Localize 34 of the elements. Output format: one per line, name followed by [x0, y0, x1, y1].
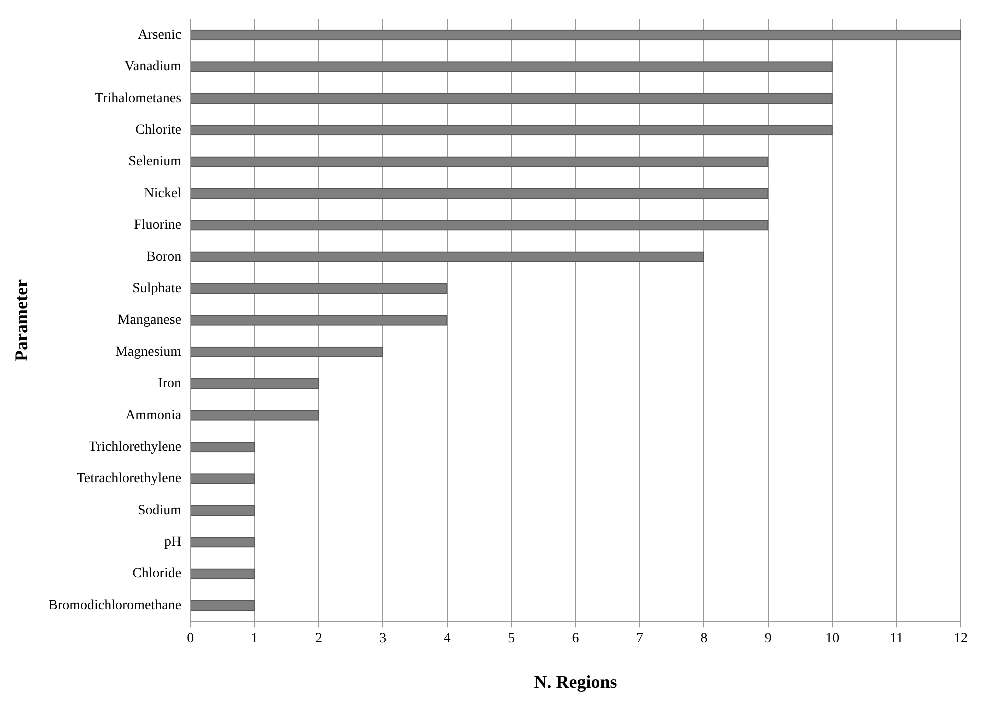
x-tick-label: 2	[315, 632, 322, 647]
y-tick-label: Selenium	[128, 154, 182, 170]
y-tick-label: Trichlorethylene	[88, 440, 182, 455]
x-tick-label: 3	[380, 632, 387, 647]
y-tick-label: Magnesium	[115, 344, 182, 360]
y-tick-label: Trihalometanes	[94, 91, 182, 106]
x-tick-label: 9	[764, 632, 772, 647]
y-tick-label: Chloride	[132, 566, 182, 582]
y-tick-label: Nickel	[144, 186, 182, 202]
x-tick-label: 1	[251, 632, 258, 647]
y-tick-label: Manganese	[118, 313, 182, 328]
y-tick-label: Tetrachlorethylene	[76, 472, 182, 487]
y-tick-label: Fluorine	[134, 218, 182, 234]
x-tick-label: 4	[444, 632, 451, 647]
x-tick-label: 0	[187, 632, 194, 647]
y-tick-label: Sodium	[138, 503, 182, 518]
y-tick-label: Bromodichloromethane	[48, 598, 182, 614]
y-axis-title: Parameter	[11, 280, 32, 362]
y-tick-label: Arsenic	[138, 28, 182, 43]
x-tick-label: 7	[636, 632, 644, 647]
y-tick-label: Vanadium	[124, 60, 182, 75]
x-tick-label: 8	[700, 632, 708, 647]
y-tick-label: Sulphate	[132, 281, 182, 296]
y-tick-label: Ammonia	[126, 408, 182, 424]
x-tick-label: 12	[954, 632, 968, 647]
y-tick-label: Iron	[158, 376, 182, 392]
x-tick-label: 11	[890, 632, 904, 647]
x-tick-label: 6	[572, 632, 580, 647]
y-tick-label: Chlorite	[136, 123, 182, 138]
x-tick-label: 5	[508, 632, 516, 647]
x-tick-label: 10	[826, 632, 840, 647]
x-axis-title: N. Regions	[534, 672, 618, 692]
y-tick-label: pH	[164, 535, 182, 550]
y-tick-label: Boron	[146, 250, 182, 265]
